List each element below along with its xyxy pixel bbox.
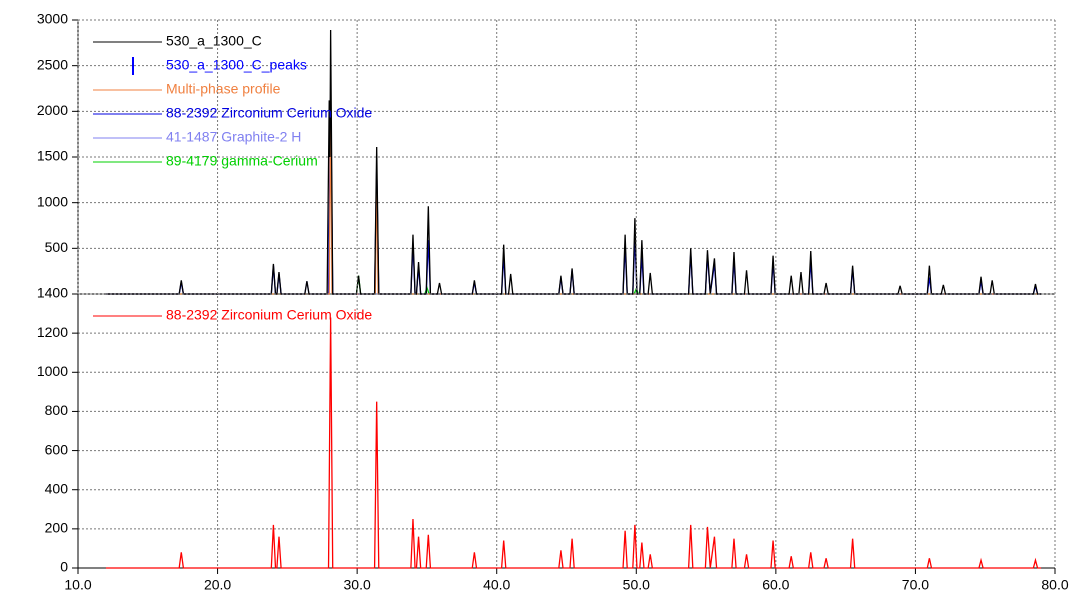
x-tick-label: 70.0	[902, 577, 929, 593]
y-tick-label: 0	[60, 559, 68, 575]
y-tick-label: 1000	[37, 193, 68, 209]
y-tick-label: 2500	[37, 56, 68, 72]
y-tick-label: 200	[45, 520, 69, 536]
x-tick-label: 30.0	[344, 577, 371, 593]
x-tick-label: 10.0	[64, 577, 91, 593]
y-tick-label: 2000	[37, 102, 68, 118]
x-tick-label: 40.0	[483, 577, 510, 593]
x-tick-label: 60.0	[762, 577, 789, 593]
x-tick-label: 50.0	[623, 577, 650, 593]
y-tick-label: 1500	[37, 148, 68, 164]
legend-label: 88-2392 Zirconium Cerium Oxide	[166, 307, 372, 323]
x-tick-label: 20.0	[204, 577, 231, 593]
series-line	[105, 317, 1042, 569]
legend-label: 530_a_1300_C_peaks	[166, 57, 307, 73]
legend-label: 89-4179 gamma-Cerium	[166, 153, 318, 169]
legend-label: Multi-phase profile	[166, 81, 281, 97]
legend-label: 41-1487 Graphite-2 H	[166, 129, 301, 145]
series-line	[105, 97, 1042, 295]
x-tick-label: 80.0	[1041, 577, 1068, 593]
y-tick-label: 600	[45, 441, 69, 457]
y-tick-label: 800	[45, 402, 69, 418]
y-tick-label: 500	[45, 239, 69, 255]
legend-label: 530_a_1300_C	[166, 33, 262, 49]
y-tick-label: 1000	[37, 363, 68, 379]
y-tick-label: 3000	[37, 11, 68, 27]
legend-label: 88-2392 Zirconium Cerium Oxide	[166, 105, 372, 121]
y-tick-label: 1400	[37, 285, 68, 301]
y-tick-label: 1200	[37, 324, 68, 340]
y-tick-label: 400	[45, 480, 69, 496]
